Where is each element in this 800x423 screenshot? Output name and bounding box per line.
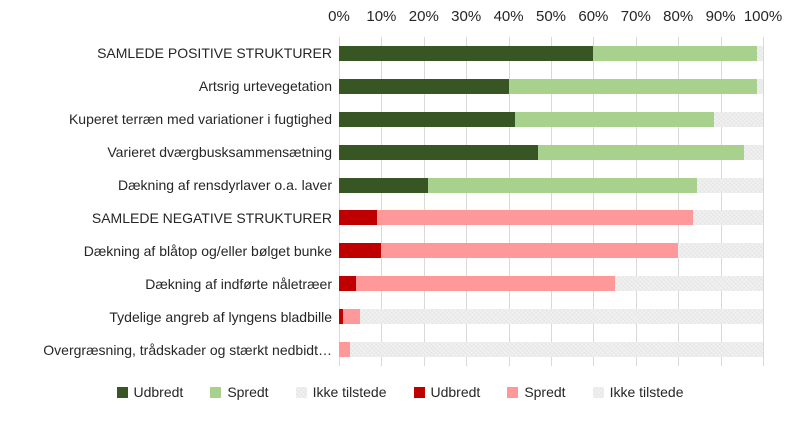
gridline <box>635 37 637 366</box>
bar-segment-ikke-tilstede <box>360 309 763 325</box>
gridline <box>508 37 510 366</box>
gridline <box>593 37 595 366</box>
legend-item: Udbredt <box>116 384 184 400</box>
bar-segment-udbredt <box>339 45 594 61</box>
bar-segment-spredt <box>381 243 679 259</box>
legend-swatch-udbredt-green <box>116 386 128 398</box>
legend-label: Ikke tilstede <box>609 384 684 400</box>
category-label: SAMLEDE NEGATIVE STRUKTURER <box>91 209 332 226</box>
bar-segment-ikke-tilstede <box>714 111 763 127</box>
bar-segment-udbredt <box>339 78 509 94</box>
x-axis-tick: 30% <box>451 8 482 25</box>
gridline <box>678 37 680 366</box>
bar-segment-ikke-tilstede <box>614 276 763 292</box>
gridline <box>763 37 764 366</box>
legend-label: Spredt <box>227 384 269 400</box>
bar-segment-spredt <box>593 45 757 61</box>
bar-segment-spredt <box>339 342 350 358</box>
category-label: Kuperet terræn med variationer i fugtigh… <box>68 111 332 128</box>
bar-row <box>339 37 763 70</box>
legend-label: Udbredt <box>133 384 184 400</box>
bar-segment-udbredt <box>339 276 356 292</box>
bar-row <box>339 70 763 103</box>
category-label: Dækning af rensdyrlaver o.a. laver <box>118 177 332 194</box>
legend-item: Spredt <box>507 384 566 400</box>
legend-label: Ikke tilstede <box>312 384 387 400</box>
bar-row <box>339 267 763 300</box>
bar-segment-spredt <box>508 78 757 94</box>
bar-segment-ikke-tilstede <box>697 177 763 193</box>
bar-rows <box>339 37 763 366</box>
category-label: Dækning af indførte nåletræer <box>145 275 332 292</box>
bar-row <box>339 202 763 235</box>
gridline <box>423 37 425 366</box>
bar-segment-ikke-tilstede <box>678 243 763 259</box>
bar-segment-udbredt <box>339 144 539 160</box>
legend-swatch-udbredt-red <box>413 386 425 398</box>
bar-segment-spredt <box>514 111 715 127</box>
category-label: Artsrig urtevegetation <box>198 78 332 95</box>
plot-area <box>339 37 764 366</box>
legend: Udbredt Spredt Ikke tilstede Udbredt Spr… <box>0 384 800 400</box>
x-axis-tick: 20% <box>408 8 439 25</box>
bar-segment-udbredt <box>339 243 382 259</box>
x-axis-tick: 70% <box>620 8 651 25</box>
x-axis-tick: 100% <box>743 8 783 25</box>
bar-row <box>339 300 763 333</box>
legend-swatch-spredt-green <box>210 386 222 398</box>
category-label: SAMLEDE POSITIVE STRUKTURER <box>97 45 332 62</box>
bar-row <box>339 169 763 202</box>
category-label: Varieret dværgbusksammensætning <box>107 144 332 161</box>
legend-item: Udbredt <box>413 384 481 400</box>
legend-item: Ikke tilstede <box>592 384 684 400</box>
bar-row <box>339 333 763 366</box>
gridline <box>466 37 468 366</box>
bar-row <box>339 103 763 136</box>
bar-segment-spredt <box>377 210 694 226</box>
bar-segment-ikke-tilstede <box>349 342 763 358</box>
category-label: Tydelige angreb af lyngens bladbille <box>109 308 332 325</box>
gridline <box>551 37 552 366</box>
x-axis-tick: 90% <box>705 8 736 25</box>
x-axis-tick: 60% <box>578 8 609 25</box>
bar-segment-ikke-tilstede <box>693 210 763 226</box>
bar-segment-spredt <box>355 276 615 292</box>
legend-label: Spredt <box>524 384 566 400</box>
legend-label: Udbredt <box>430 384 481 400</box>
legend-item: Ikke tilstede <box>295 384 387 400</box>
gridline <box>381 37 383 366</box>
bar-segment-spredt <box>343 309 361 325</box>
category-labels: SAMLEDE POSITIVE STRUKTURER Artsrig urte… <box>0 37 332 366</box>
x-axis-tick: 40% <box>493 8 524 25</box>
category-label: Dækning af blåtop og/eller bølget bunke <box>83 242 332 259</box>
bar-segment-udbredt <box>339 309 344 325</box>
bar-row <box>339 234 763 267</box>
x-axis: 0% 10% 20% 30% 40% 50% 60% 70% 80% 90% 1… <box>328 8 782 28</box>
bar-row <box>339 136 763 169</box>
legend-item: Spredt <box>210 384 269 400</box>
bar-segment-udbredt <box>339 210 378 226</box>
x-axis-tick: 0% <box>328 8 350 25</box>
bar-segment-ikke-tilstede <box>756 78 763 94</box>
legend-swatch-ikke-tilstede <box>295 386 307 398</box>
x-axis-tick: 10% <box>366 8 397 25</box>
bar-segment-spredt <box>428 177 698 193</box>
x-axis-tick: 80% <box>663 8 694 25</box>
bar-segment-ikke-tilstede <box>756 45 763 61</box>
gridline <box>339 37 340 366</box>
legend-swatch-ikke-tilstede <box>592 386 604 398</box>
category-label: Overgræsning, trådskader og stærkt nedbi… <box>43 341 332 358</box>
bar-segment-spredt <box>538 144 744 160</box>
bar-segment-udbredt <box>339 111 515 127</box>
legend-swatch-spredt-red <box>507 386 519 398</box>
bar-segment-udbredt <box>339 177 429 193</box>
gridline <box>720 37 722 366</box>
bar-segment-ikke-tilstede <box>743 144 763 160</box>
x-axis-tick: 50% <box>535 8 567 25</box>
